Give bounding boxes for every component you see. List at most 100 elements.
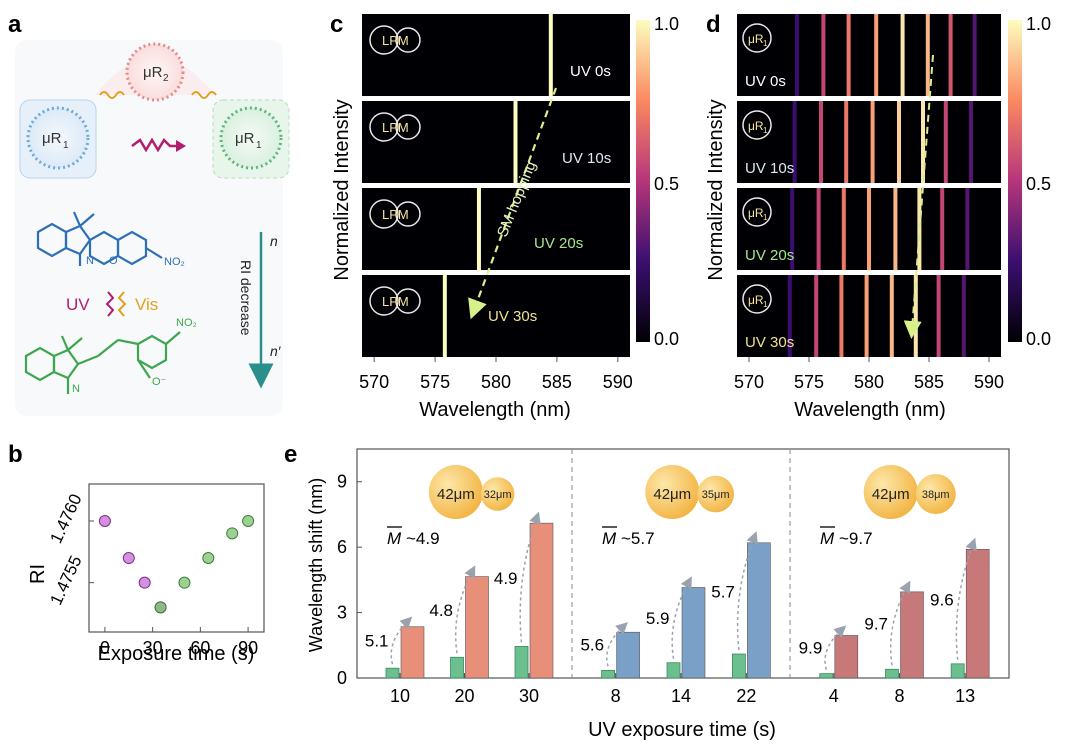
- d-peak-line: [913, 275, 918, 357]
- b-data-point: [226, 527, 239, 540]
- d-peak-line: [844, 101, 849, 183]
- d-peak-line: [841, 188, 846, 270]
- c-peak-line: [513, 101, 518, 183]
- c-xtick-label: 570: [359, 372, 389, 392]
- b-data-point: [202, 552, 215, 564]
- e-xtick-label: 8: [894, 686, 904, 706]
- lpm-badge-icon: [395, 27, 421, 53]
- e-bar-green: [601, 669, 615, 679]
- b-xtick-label: 60: [190, 638, 210, 658]
- e-bar-green: [885, 668, 899, 679]
- e-ratio-arrow: [606, 622, 628, 667]
- d-peak-line: [821, 14, 826, 96]
- svg-text:1: 1: [63, 140, 69, 151]
- c-cbar-tick-label: 0.5: [654, 174, 679, 194]
- e-ratio-label: 9.9: [799, 639, 823, 658]
- c-cbar-tick-label: 1.0: [654, 14, 679, 34]
- panel-e-ylabel: Wavelength shift (nm): [306, 478, 326, 652]
- panel-e-xlabel: UV exposure time (s): [588, 719, 776, 741]
- lpm-badge-icon: [395, 114, 421, 140]
- coupling-wave-right: [191, 91, 217, 99]
- svg-text:n: n: [270, 233, 278, 249]
- d-uv-label: UV 0s: [745, 73, 786, 90]
- panel-d-colorbar-ticks: 1.0 0.5 0.0: [1026, 14, 1051, 349]
- e-xtick-label: 30: [519, 686, 539, 706]
- svg-text:NO₂: NO₂: [164, 256, 185, 268]
- panel-letter-d: d: [706, 11, 721, 38]
- e-bar-green: [514, 645, 529, 679]
- d-uv-label: UV 20s: [745, 247, 794, 264]
- d-peak-line: [870, 101, 875, 183]
- svg-text:NO₂: NO₂: [176, 317, 197, 329]
- d-peak-line: [972, 14, 977, 96]
- e-large-droplet-icon: [863, 465, 918, 519]
- panel-b-axes: [88, 483, 265, 633]
- d-peak-line: [839, 275, 844, 357]
- d-peak-line: [948, 14, 953, 96]
- b-data-point: [154, 601, 167, 614]
- c-strip-bg: [362, 101, 630, 183]
- transition-zigzag-icon: [131, 137, 178, 153]
- transition-arrowhead-icon: [176, 140, 186, 152]
- d-peak-line: [816, 188, 821, 270]
- lpm-badge-label: LPM: [382, 120, 409, 135]
- svg-text:N: N: [72, 383, 80, 395]
- mur1-badge-label: μR: [748, 119, 764, 133]
- c-peak-line: [548, 14, 553, 96]
- d-strip-bg: [737, 14, 1001, 96]
- b-data-point: [138, 576, 151, 589]
- uv-label: UV: [66, 295, 90, 314]
- lpm-badge-icon: [395, 288, 421, 314]
- e-xtick-label: 13: [955, 686, 975, 706]
- b-ytick-label: 1.4755: [46, 553, 85, 608]
- uv-wave-icon: [105, 291, 115, 317]
- d-cbar-tick-label: 0.5: [1026, 174, 1051, 194]
- panel-b-points: [98, 515, 255, 614]
- d-strip-bg: [737, 275, 1001, 357]
- panel-c-xlabel: Wavelength (nm): [419, 399, 571, 421]
- svg-text:2: 2: [163, 73, 169, 84]
- panel-d-xlabel: Wavelength (nm): [794, 399, 946, 421]
- e-bar-colored: [834, 635, 859, 679]
- svg-text:N: N: [86, 255, 94, 267]
- d-peak-line: [893, 188, 898, 270]
- lpm-badge-icon: [369, 112, 399, 142]
- d-peak-line: [889, 275, 894, 357]
- e-bar-green: [666, 662, 681, 679]
- e-ratio-label: 4.8: [429, 601, 453, 620]
- lpm-badge-icon: [395, 201, 421, 227]
- resonator-mur1-blue: μR 1: [19, 99, 97, 179]
- d-xtick-label: 585: [914, 372, 944, 392]
- mur1-badge-icon: [742, 197, 772, 227]
- e-xtick-label: 8: [611, 686, 621, 706]
- c-xtick-label: 585: [542, 372, 572, 392]
- d-peak-line: [940, 188, 945, 270]
- e-bar-colored: [400, 626, 425, 679]
- d-peak-line: [925, 14, 930, 96]
- d-uv-label: UV 10s: [745, 160, 794, 177]
- e-large-diameter-label: 42μm: [437, 486, 475, 503]
- lpm-badge-label: LPM: [382, 294, 409, 309]
- panel-b-yticks: 1.4755 1.4760: [46, 491, 94, 608]
- panel-b-ylabel: RI: [27, 564, 49, 584]
- c-xtick-label: 590: [603, 372, 633, 392]
- d-xtick-label: 580: [854, 372, 884, 392]
- panel-d-shift-arrow: [903, 54, 934, 339]
- panel-letter-c: c: [330, 11, 343, 38]
- svg-text:O: O: [109, 255, 118, 267]
- panel-d-xticks: 570 575 580 585 590: [734, 357, 1004, 392]
- merocyanine-molecule: [24, 331, 181, 394]
- d-xtick-label: 575: [794, 372, 824, 392]
- e-ratio-label: 9.6: [930, 591, 954, 610]
- e-mean-symbol: M: [387, 529, 402, 548]
- panel-c-colorbar-ticks: 1.0 0.5 0.0: [654, 14, 679, 349]
- lpm-badge-icon: [369, 25, 399, 55]
- ri-decrease-label: RI decrease: [238, 260, 254, 336]
- e-ytick-label: 0: [337, 668, 347, 688]
- e-bar-colored: [465, 576, 489, 679]
- e-mean-symbol: M: [820, 529, 835, 548]
- d-peak-line: [921, 101, 925, 183]
